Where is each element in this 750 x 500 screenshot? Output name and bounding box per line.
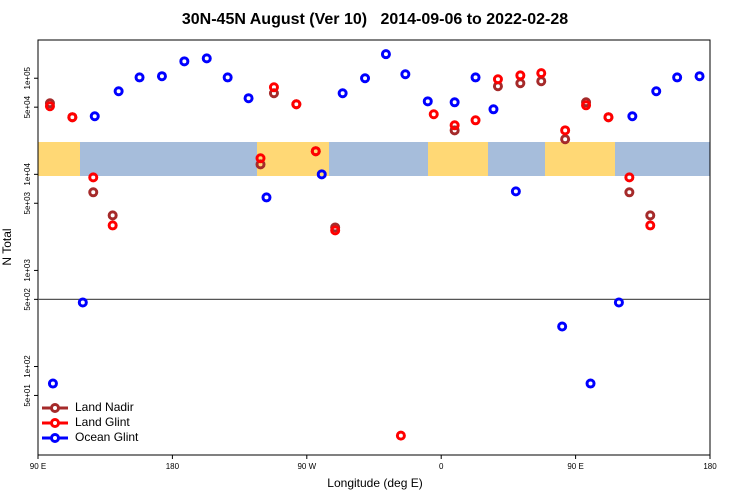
data-point bbox=[360, 73, 371, 84]
data-point bbox=[261, 192, 272, 203]
data-point bbox=[107, 220, 118, 231]
data-point bbox=[428, 109, 439, 120]
map-band bbox=[38, 142, 710, 176]
data-point bbox=[560, 134, 571, 145]
y-tick-label: 5e+02 bbox=[23, 288, 32, 311]
plot-frame bbox=[37, 39, 711, 456]
data-point bbox=[77, 297, 88, 308]
data-point bbox=[156, 71, 167, 82]
data-point bbox=[492, 74, 503, 85]
data-point bbox=[645, 220, 656, 231]
data-point bbox=[310, 146, 321, 157]
data-point bbox=[560, 125, 571, 136]
legend-marker bbox=[50, 418, 60, 428]
x-tick-label: 90 E bbox=[567, 462, 583, 471]
data-point bbox=[422, 96, 433, 107]
data-point bbox=[449, 125, 460, 136]
data-point bbox=[337, 88, 348, 99]
map-land bbox=[38, 142, 80, 176]
data-point bbox=[88, 187, 99, 198]
data-point bbox=[581, 100, 592, 111]
y-tick-label: 1e+02 bbox=[23, 355, 32, 378]
data-point bbox=[613, 297, 624, 308]
data-point bbox=[89, 111, 100, 122]
data-point bbox=[395, 430, 406, 441]
data-point bbox=[201, 53, 212, 64]
x-axis-label: Longitude (deg E) bbox=[327, 476, 422, 490]
x-tick-label: 0 bbox=[439, 462, 444, 471]
data-point bbox=[645, 210, 656, 221]
map-land bbox=[428, 142, 488, 176]
data-point bbox=[107, 210, 118, 221]
data-point bbox=[515, 70, 526, 81]
data-point bbox=[603, 112, 614, 123]
legend-label: Land Glint bbox=[75, 415, 130, 429]
data-point bbox=[488, 104, 499, 115]
data-point bbox=[624, 172, 635, 183]
data-point bbox=[255, 153, 266, 164]
data-point bbox=[113, 86, 124, 97]
data-point bbox=[67, 112, 78, 123]
data-point bbox=[672, 72, 683, 83]
y-tick-label: 1e+05 bbox=[23, 66, 32, 89]
data-point bbox=[44, 101, 55, 112]
x-tick-label: 180 bbox=[703, 462, 717, 471]
y-axis-label: N Total bbox=[0, 228, 14, 265]
data-point bbox=[585, 378, 596, 389]
data-point bbox=[47, 378, 58, 389]
legend-marker bbox=[50, 403, 60, 413]
y-tick-label: 5e+01 bbox=[23, 384, 32, 407]
data-point bbox=[627, 111, 638, 122]
legend-label: Ocean Glint bbox=[75, 430, 139, 444]
data-point bbox=[470, 72, 481, 83]
data-point bbox=[291, 99, 302, 110]
data-point bbox=[380, 49, 391, 60]
data-point bbox=[536, 68, 547, 79]
data-point bbox=[222, 72, 233, 83]
legend-item: Ocean Glint bbox=[42, 430, 139, 444]
y-tick-label: 5e+03 bbox=[23, 191, 32, 214]
legend-item: Land Glint bbox=[42, 415, 130, 429]
data-point bbox=[243, 93, 254, 104]
x-tick-label: 180 bbox=[166, 462, 180, 471]
data-point bbox=[449, 120, 460, 131]
data-point bbox=[179, 56, 190, 67]
data-point bbox=[268, 82, 279, 93]
data-point bbox=[449, 97, 460, 108]
chart-title: 30N-45N August (Ver 10) 2014-09-06 to 20… bbox=[182, 11, 568, 28]
data-point bbox=[624, 187, 635, 198]
y-tick-label: 1e+04 bbox=[23, 163, 32, 186]
y-tick-label: 5e+04 bbox=[23, 95, 32, 118]
data-point bbox=[470, 115, 481, 126]
x-tick-label: 90 W bbox=[297, 462, 316, 471]
data-point bbox=[694, 71, 705, 82]
data-point bbox=[400, 69, 411, 80]
legend-item: Land Nadir bbox=[42, 400, 134, 414]
data-point bbox=[134, 72, 145, 83]
data-point bbox=[330, 225, 341, 236]
data-point bbox=[88, 172, 99, 183]
map-land bbox=[545, 142, 615, 176]
data-point bbox=[651, 86, 662, 97]
data-point bbox=[316, 169, 327, 180]
data-point bbox=[510, 186, 521, 197]
data-point bbox=[557, 321, 568, 332]
y-tick-label: 1e+03 bbox=[23, 259, 32, 282]
legend-marker bbox=[50, 433, 60, 443]
legend-label: Land Nadir bbox=[75, 400, 134, 414]
x-tick-label: 90 E bbox=[30, 462, 46, 471]
